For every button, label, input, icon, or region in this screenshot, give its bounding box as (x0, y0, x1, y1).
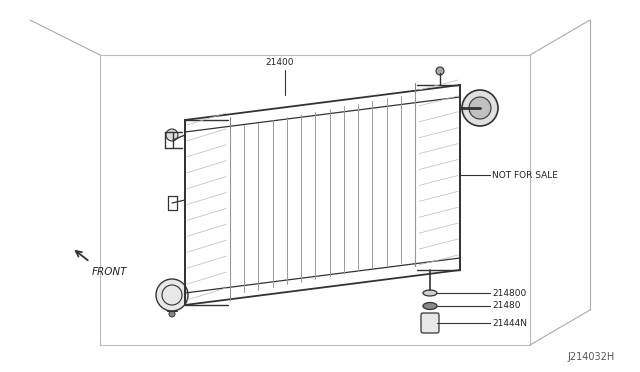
Text: 214800: 214800 (492, 289, 526, 298)
Circle shape (469, 97, 491, 119)
FancyBboxPatch shape (421, 313, 439, 333)
Text: FRONT: FRONT (92, 267, 127, 277)
Circle shape (436, 67, 444, 75)
Text: 21400: 21400 (265, 58, 294, 67)
Text: 21480: 21480 (492, 301, 520, 311)
Text: 21444N: 21444N (492, 318, 527, 327)
Text: J214032H: J214032H (568, 352, 615, 362)
Circle shape (156, 279, 188, 311)
Circle shape (169, 311, 175, 317)
Circle shape (462, 90, 498, 126)
Text: NOT FOR SALE: NOT FOR SALE (492, 170, 558, 180)
Ellipse shape (423, 290, 437, 296)
Circle shape (166, 129, 178, 141)
Ellipse shape (423, 302, 437, 310)
